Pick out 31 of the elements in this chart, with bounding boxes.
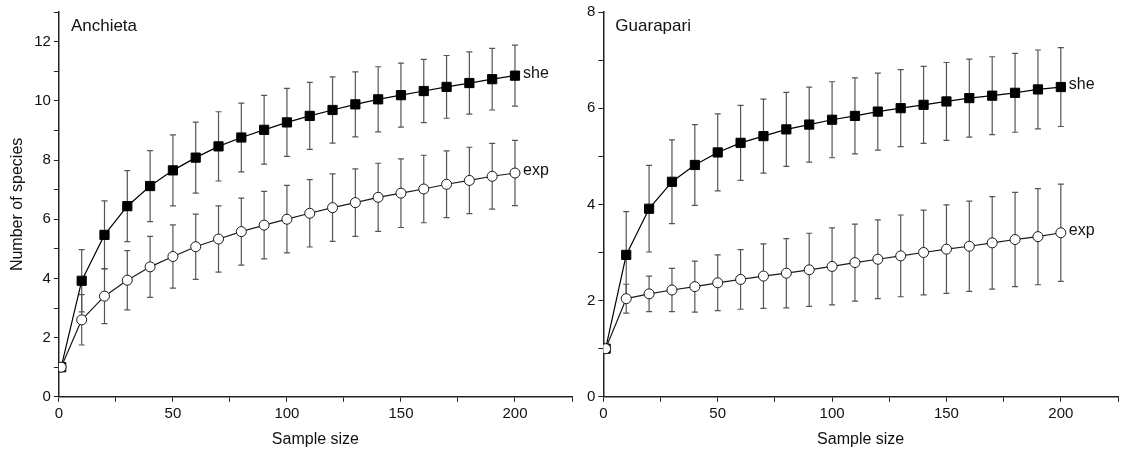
x-tick-label: 150 xyxy=(388,403,414,421)
x-tick-label: 0 xyxy=(54,403,64,421)
x-tick-label: 100 xyxy=(274,403,300,421)
y-tick-label: 6 xyxy=(42,209,51,227)
y-tick-label: 4 xyxy=(42,268,51,286)
y-tick-label: 2 xyxy=(587,290,596,308)
y-tick-label: 8 xyxy=(42,150,51,168)
x-tick-label: 0 xyxy=(599,403,608,421)
series-label: exp xyxy=(1068,221,1095,239)
x-tick-label: 50 xyxy=(164,403,182,421)
series-label: she xyxy=(522,64,549,82)
y-tick-label: 4 xyxy=(587,194,596,212)
y-tick-label: 10 xyxy=(34,90,51,108)
series-label: exp xyxy=(522,161,549,179)
series-label: she xyxy=(1068,75,1095,93)
y-tick-label: 0 xyxy=(42,386,51,404)
y-tick-label: 2 xyxy=(42,327,51,345)
chart-title: Anchieta xyxy=(70,15,138,35)
x-axis-title: Sample size xyxy=(817,429,905,447)
x-tick-label: 200 xyxy=(1048,403,1074,421)
y-tick-label: 12 xyxy=(34,31,51,49)
y-tick-label: 0 xyxy=(587,386,596,404)
x-tick-label: 50 xyxy=(709,403,727,421)
x-tick-label: 150 xyxy=(933,403,959,421)
x-tick-label: 200 xyxy=(502,403,528,421)
x-axis-title: Sample size xyxy=(271,429,360,447)
x-tick-label: 100 xyxy=(819,403,845,421)
y-tick-label: 6 xyxy=(587,98,596,116)
y-axis-title: Number of species xyxy=(8,137,26,272)
y-tick-label: 8 xyxy=(587,2,596,20)
chart-title: Guarapari xyxy=(615,15,691,35)
